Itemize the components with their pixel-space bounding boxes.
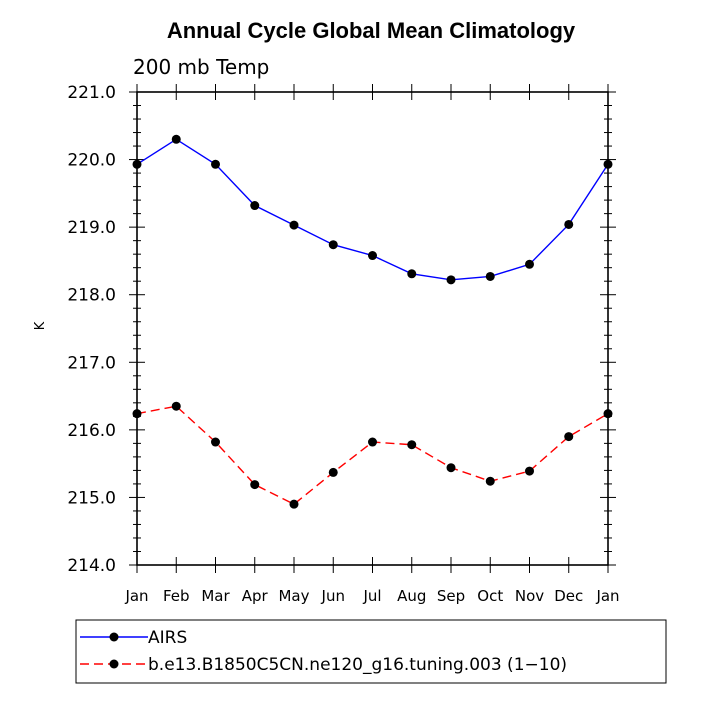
legend-box bbox=[75, 619, 667, 684]
chart-title: Annual Cycle Global Mean Climatology bbox=[167, 18, 576, 43]
x-tick-label: Jan bbox=[124, 587, 148, 605]
x-tick-label: Feb bbox=[163, 587, 190, 605]
y-tick-label: 221.0 bbox=[67, 83, 116, 103]
series-2-point bbox=[250, 480, 260, 490]
series-2-point bbox=[328, 467, 338, 477]
y-tick-label: 214.0 bbox=[67, 556, 116, 576]
series-1-point bbox=[446, 275, 456, 285]
x-tick-label: Apr bbox=[242, 587, 269, 605]
series-2-point bbox=[446, 463, 456, 473]
series-2-point bbox=[171, 401, 181, 411]
axis-ticks bbox=[129, 84, 616, 573]
x-tick-label: Aug bbox=[397, 587, 426, 605]
y-tick-label: 218.0 bbox=[67, 286, 116, 306]
chart-subtitle: 200 mb Temp bbox=[133, 55, 269, 79]
plot-frame bbox=[136, 91, 609, 566]
series-1-point bbox=[525, 259, 534, 269]
y-tick-labels: 214.0 215.0 216.0 217.0 218.0 219.0 220.0 221.0 bbox=[67, 83, 116, 576]
series-2-point bbox=[407, 440, 417, 450]
x-tick-label: Dec bbox=[554, 587, 583, 605]
y-tick-label: 217.0 bbox=[67, 353, 116, 373]
series-2-point bbox=[485, 476, 495, 486]
legend-marker-2 bbox=[109, 659, 119, 669]
y-tick-label: 215.0 bbox=[67, 488, 116, 508]
series-2-point bbox=[525, 466, 534, 476]
x-tick-label: Mar bbox=[201, 587, 230, 605]
y-tick-label: 219.0 bbox=[67, 218, 116, 238]
x-tick-label: Nov bbox=[515, 587, 544, 605]
series-line-2 bbox=[136, 405, 609, 506]
legend-marker-1 bbox=[109, 632, 119, 642]
y-tick-label: 220.0 bbox=[67, 151, 116, 171]
y-axis-label: K bbox=[33, 321, 48, 330]
x-tick-label: Jan bbox=[595, 587, 619, 605]
series-2-point bbox=[211, 437, 220, 447]
x-tick-label: Oct bbox=[477, 587, 503, 605]
x-tick-label: Jun bbox=[321, 587, 345, 605]
legend-label-1: AIRS bbox=[148, 628, 187, 648]
series-layer bbox=[132, 134, 613, 509]
series-2-point bbox=[368, 437, 377, 447]
x-tick-label: Sep bbox=[437, 587, 465, 605]
series-1-point bbox=[171, 134, 181, 144]
series-2-point bbox=[564, 432, 574, 442]
x-tick-labels: Jan Feb Mar Apr May Jun Jul Aug Sep Oct Nov Dec Jan bbox=[124, 587, 619, 605]
y-tick-label: 216.0 bbox=[67, 421, 116, 441]
series-1-point bbox=[564, 219, 574, 229]
series-2-point bbox=[289, 499, 299, 509]
series-1-point bbox=[211, 159, 220, 169]
series-1-point bbox=[368, 251, 377, 261]
series-1-point bbox=[407, 269, 417, 279]
series-1-point bbox=[250, 201, 260, 211]
series-1-point bbox=[328, 240, 338, 250]
legend: AIRS b.e13.B1850C5CN.ne120_g16.tuning.003… bbox=[75, 619, 667, 684]
series-1-point bbox=[289, 220, 299, 230]
x-tick-label: Jul bbox=[362, 587, 381, 605]
series-1-point bbox=[485, 271, 495, 281]
x-tick-label: May bbox=[278, 587, 309, 605]
legend-label-2: b.e13.B1850C5CN.ne120_g16.tuning.003 (1−… bbox=[148, 655, 567, 675]
